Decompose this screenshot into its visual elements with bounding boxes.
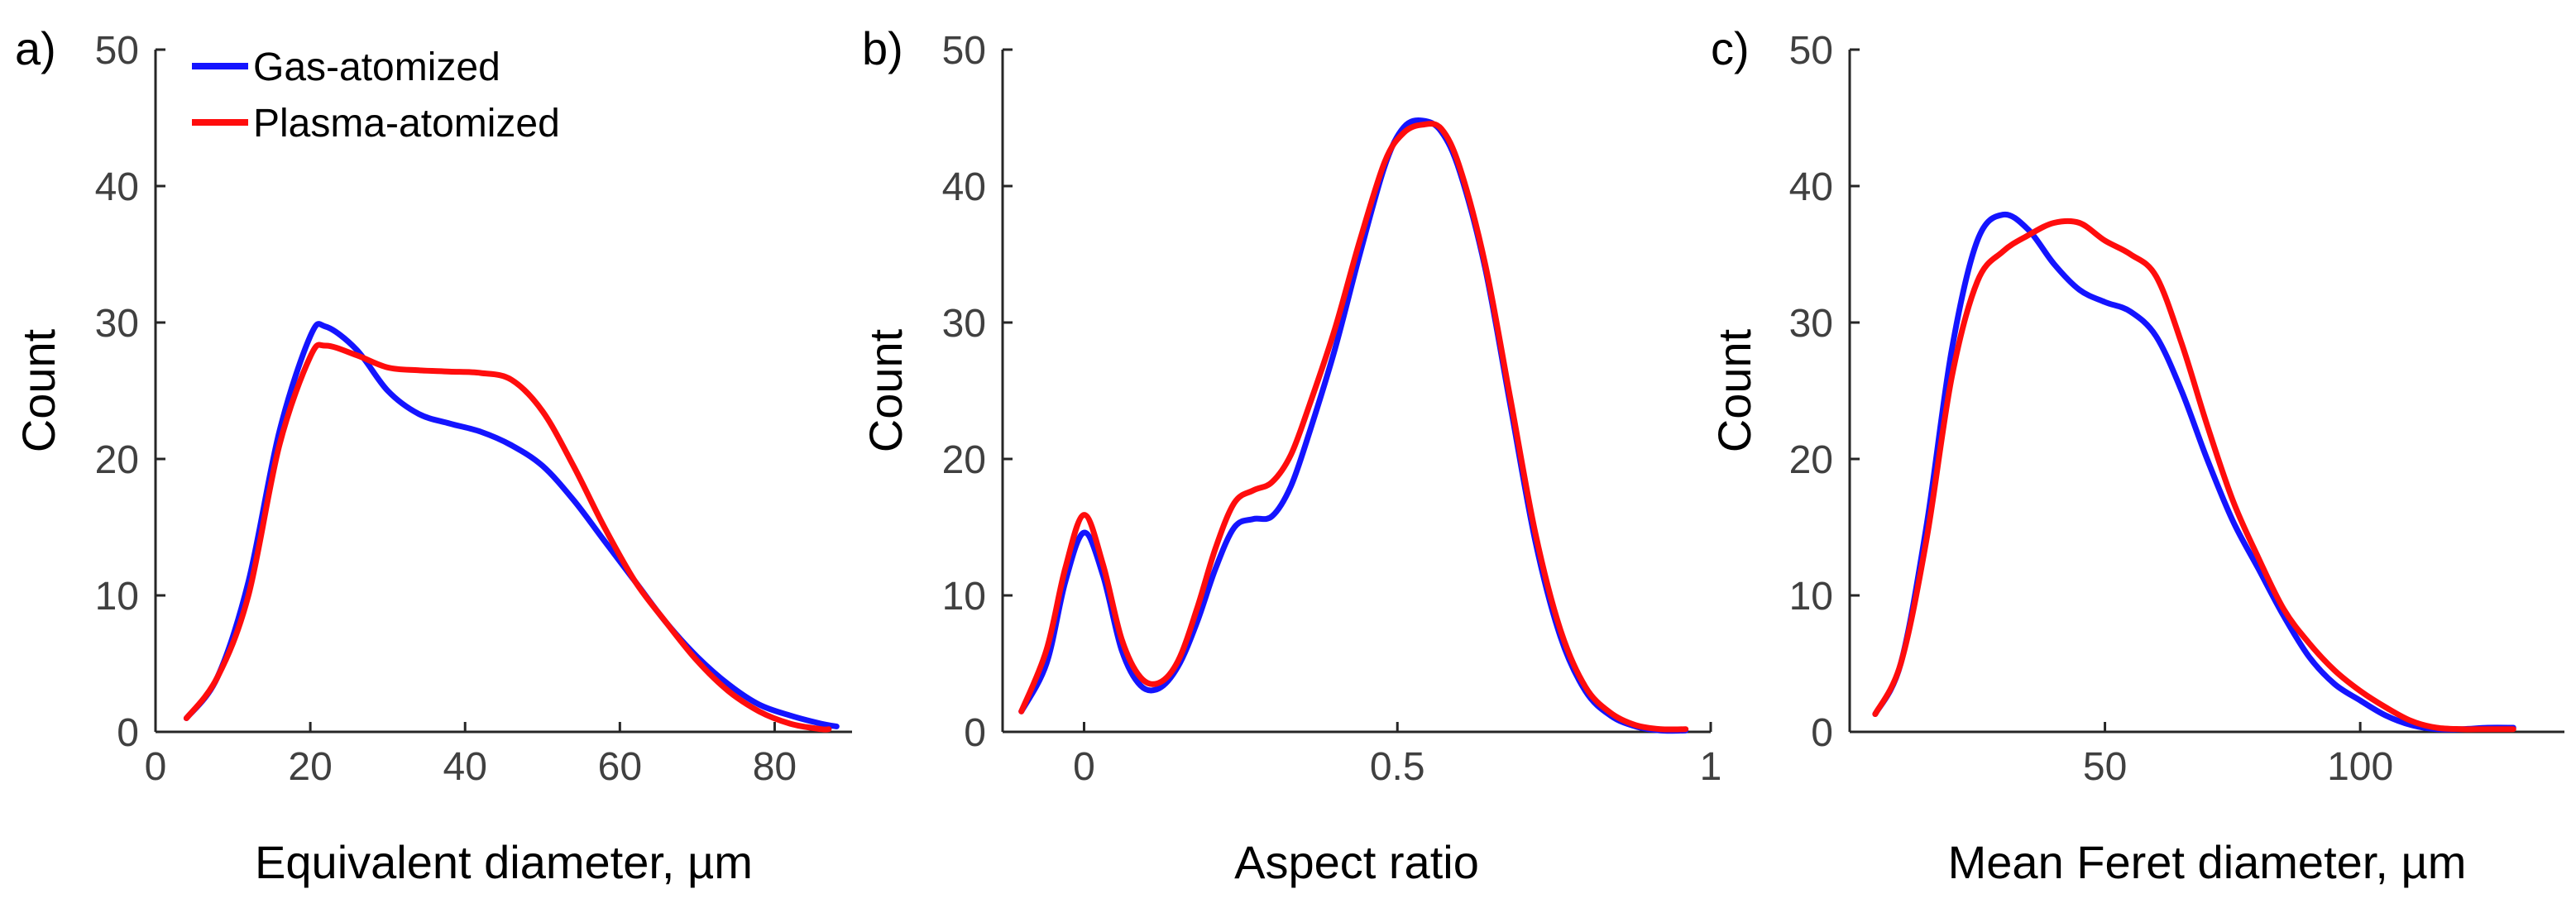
x-axis-label: Equivalent diameter, µm (255, 836, 753, 888)
x-tick-label: 20 (288, 745, 332, 789)
y-tick-label: 40 (95, 165, 139, 209)
chart-panel-1: 0 10 20 30 40 50 0 20 40 60 80 Equivalent diameter,… (12, 22, 852, 888)
y-tick-label: 50 (95, 29, 139, 73)
y-tick-label: 40 (1789, 165, 1833, 209)
legend: Gas-atomized Plasma-atomized (192, 45, 560, 146)
panel-label: c) (1711, 22, 1750, 74)
y-tick-label: 50 (1789, 29, 1833, 73)
y-tick-label: 30 (942, 302, 986, 346)
x-tick-label: 0.5 (1370, 745, 1425, 789)
x-tick-label: 40 (443, 745, 487, 789)
chart-panel-3: 0 10 20 30 40 50 50 100 Mean Feret diameter, µm C… (1708, 22, 2564, 888)
panel-label: b) (862, 22, 903, 74)
x-axis-label: Aspect ratio (1234, 836, 1479, 888)
series-line-plasma-atomized (183, 342, 832, 733)
series-line-plasma-atomized (1018, 121, 1689, 733)
x-tick-label: 0 (145, 745, 167, 789)
y-tick-label: 10 (1789, 575, 1833, 619)
legend-label-gas-atomized: Gas-atomized (253, 45, 500, 89)
x-tick-label: 100 (2327, 745, 2393, 789)
series-line-gas-atomized (183, 321, 840, 729)
panel-label: a) (15, 22, 56, 74)
series-line-gas-atomized (1872, 211, 2516, 733)
legend-label-plasma-atomized: Plasma-atomized (253, 102, 560, 146)
y-axis-label: Count (859, 328, 912, 452)
y-tick-label: 40 (942, 165, 986, 209)
y-tick-label: 0 (1811, 711, 1833, 755)
x-tick-label: 50 (2083, 745, 2127, 789)
x-tick-label: 1 (1700, 745, 1722, 789)
chart-panel-2: 0 10 20 30 40 50 0 0.5 1 Aspect ratio Count b) (859, 22, 1721, 888)
y-axis-label: Count (1708, 328, 1760, 452)
y-tick-label: 10 (95, 575, 139, 619)
x-tick-label: 60 (598, 745, 642, 789)
y-tick-label: 20 (1789, 438, 1833, 482)
series-line-plasma-atomized (1872, 217, 2516, 733)
y-tick-label: 20 (942, 438, 986, 482)
y-tick-label: 30 (95, 302, 139, 346)
y-axis-label: Count (12, 328, 65, 452)
x-tick-label: 80 (753, 745, 797, 789)
y-tick-label: 50 (942, 29, 986, 73)
y-tick-label: 20 (95, 438, 139, 482)
y-tick-label: 0 (964, 711, 986, 755)
y-tick-label: 30 (1789, 302, 1833, 346)
x-axis-label: Mean Feret diameter, µm (1948, 836, 2467, 888)
y-tick-label: 0 (117, 711, 139, 755)
x-tick-label: 0 (1073, 745, 1095, 789)
y-tick-label: 10 (942, 575, 986, 619)
